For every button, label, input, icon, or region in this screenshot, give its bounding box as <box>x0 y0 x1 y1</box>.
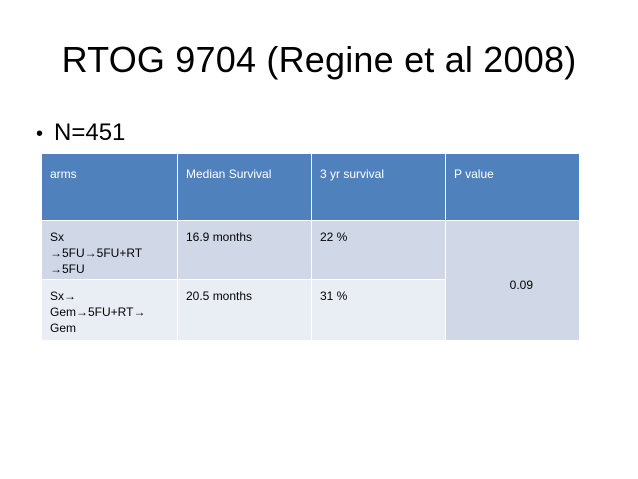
arm-cell: Sx →5FU→5FU+RT →5FU <box>41 220 178 280</box>
arm-line: →5FU <box>50 262 85 276</box>
table-row: Sx →5FU→5FU+RT →5FU 16.9 months 22 % 0.0… <box>41 220 580 341</box>
bullet-item: • N=451 <box>36 118 125 149</box>
header-arms: arms <box>41 153 178 221</box>
three-yr-survival-cell: 31 % <box>311 279 446 341</box>
bullet-list: • N=451 <box>36 118 125 149</box>
arm-line: Sx <box>50 230 65 244</box>
table-header-row: arms Median Survival 3 yr survival P val… <box>41 153 580 221</box>
arm-line: Gem→5FU+RT→ <box>50 305 146 319</box>
median-survival-cell: 16.9 months <box>177 220 312 280</box>
p-value-cell: 0.09 <box>445 220 580 341</box>
bullet-icon: • <box>36 123 44 145</box>
header-3yr-survival: 3 yr survival <box>311 153 446 221</box>
header-median-survival: Median Survival <box>177 153 312 221</box>
survival-table: arms Median Survival 3 yr survival P val… <box>41 153 580 341</box>
slide-title: RTOG 9704 (Regine et al 2008) <box>61 39 577 80</box>
arm-line: Sx→ <box>50 289 77 303</box>
arm-line: →5FU→5FU+RT <box>50 246 143 260</box>
three-yr-survival-cell: 22 % <box>311 220 446 280</box>
header-p-value: P value <box>445 153 580 221</box>
table-row: Sx→ Gem→5FU+RT→ Gem 20.5 months 31 % <box>41 279 580 341</box>
median-survival-cell: 20.5 months <box>177 279 312 341</box>
arm-line: Gem <box>50 321 77 335</box>
bullet-text: N=451 <box>54 119 126 146</box>
arm-cell: Sx→ Gem→5FU+RT→ Gem <box>41 279 178 341</box>
